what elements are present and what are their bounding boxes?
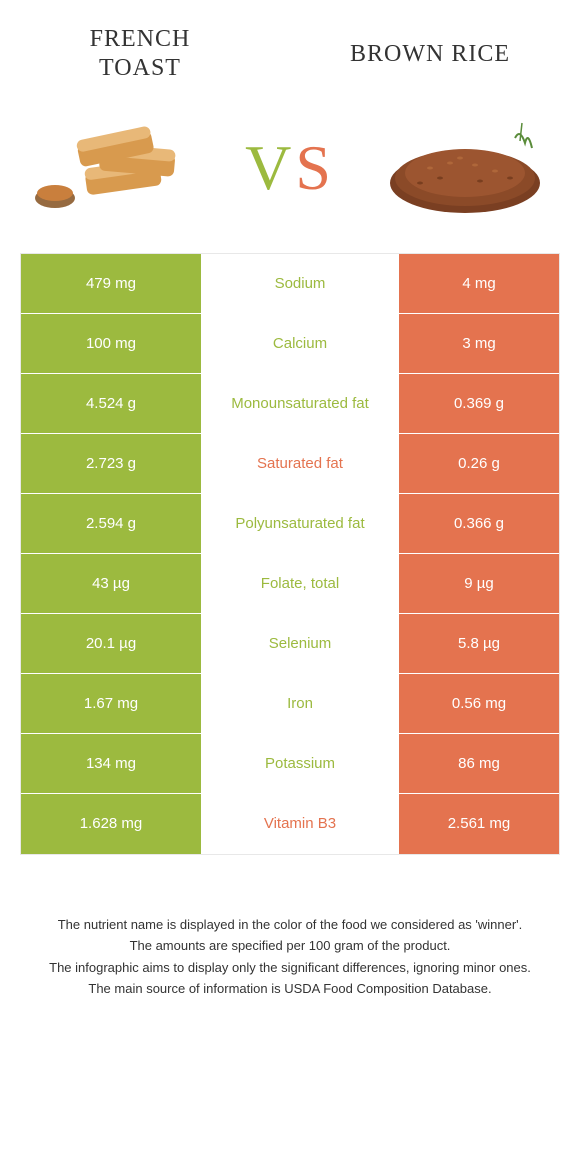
footer-line-1: The nutrient name is displayed in the co… (25, 915, 555, 935)
left-value: 20.1 µg (21, 614, 201, 673)
right-value: 2.561 mg (399, 794, 559, 854)
french-toast-image (30, 113, 200, 223)
food-title-left: French Toast (50, 25, 230, 83)
table-row: 134 mgPotassium86 mg (21, 734, 559, 794)
table-row: 2.723 gSaturated fat0.26 g (21, 434, 559, 494)
right-value: 3 mg (399, 314, 559, 373)
table-row: 2.594 gPolyunsaturated fat0.366 g (21, 494, 559, 554)
table-row: 479 mgSodium4 mg (21, 254, 559, 314)
left-value: 479 mg (21, 254, 201, 313)
table-row: 43 µgFolate, total9 µg (21, 554, 559, 614)
nutrient-label: Folate, total (201, 554, 399, 613)
nutrient-label: Monounsaturated fat (201, 374, 399, 433)
comparison-table: 479 mgSodium4 mg100 mgCalcium3 mg4.524 g… (20, 253, 560, 855)
table-row: 20.1 µgSelenium5.8 µg (21, 614, 559, 674)
table-row: 4.524 gMonounsaturated fat0.369 g (21, 374, 559, 434)
nutrient-label: Saturated fat (201, 434, 399, 493)
right-value: 0.369 g (399, 374, 559, 433)
nutrient-label: Iron (201, 674, 399, 733)
left-value: 2.723 g (21, 434, 201, 493)
footer-line-3: The infographic aims to display only the… (25, 958, 555, 978)
left-value: 4.524 g (21, 374, 201, 433)
vs-s: S (295, 132, 335, 203)
right-value: 4 mg (399, 254, 559, 313)
vs-label: VS (245, 131, 335, 205)
left-value: 1.628 mg (21, 794, 201, 854)
left-value: 2.594 g (21, 494, 201, 553)
table-row: 1.628 mgVitamin B32.561 mg (21, 794, 559, 854)
footer-line-2: The amounts are specified per 100 gram o… (25, 936, 555, 956)
nutrient-label: Vitamin B3 (201, 794, 399, 854)
footer-line-4: The main source of information is USDA F… (25, 979, 555, 999)
left-value: 100 mg (21, 314, 201, 373)
right-value: 5.8 µg (399, 614, 559, 673)
left-value: 43 µg (21, 554, 201, 613)
table-row: 1.67 mgIron0.56 mg (21, 674, 559, 734)
footer-notes: The nutrient name is displayed in the co… (0, 915, 580, 999)
right-value: 9 µg (399, 554, 559, 613)
food-title-right: Brown Rice (330, 40, 530, 69)
nutrient-label: Selenium (201, 614, 399, 673)
nutrient-label: Polyunsaturated fat (201, 494, 399, 553)
right-value: 86 mg (399, 734, 559, 793)
header: French Toast Brown Rice (0, 0, 580, 93)
table-row: 100 mgCalcium3 mg (21, 314, 559, 374)
right-value: 0.366 g (399, 494, 559, 553)
vs-row: VS (0, 93, 580, 253)
vs-v: V (245, 132, 295, 203)
right-value: 0.56 mg (399, 674, 559, 733)
nutrient-label: Potassium (201, 734, 399, 793)
right-value: 0.26 g (399, 434, 559, 493)
left-value: 134 mg (21, 734, 201, 793)
brown-rice-image (380, 113, 550, 223)
nutrient-label: Calcium (201, 314, 399, 373)
left-value: 1.67 mg (21, 674, 201, 733)
nutrient-label: Sodium (201, 254, 399, 313)
